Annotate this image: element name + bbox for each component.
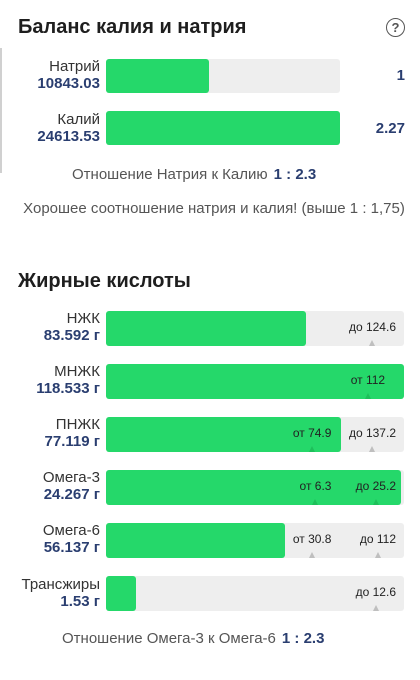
fatty-acid-value: 77.119 г: [44, 433, 100, 450]
sodium-potassium-ratio-label: Отношение Натрия к Калию: [72, 166, 268, 183]
threshold-tick: [372, 499, 379, 505]
threshold-label: до 25.2: [355, 479, 396, 493]
fatty-acid-label-block: НЖК 83.592 г: [0, 310, 100, 344]
threshold-tick: [364, 393, 371, 399]
threshold-label: от 112: [350, 373, 386, 387]
fatty-acid-bar-fill: [106, 470, 401, 505]
sodium-potassium-ratio: Отношение Натрия к Калию 1 : 2.3: [72, 166, 316, 183]
threshold-label: от 74.9: [292, 426, 332, 440]
threshold-label: до 124.6: [348, 320, 396, 334]
potassium-bar-fill: [106, 111, 340, 145]
fatty-acid-bar-track: от 30.8 до 112: [106, 523, 404, 558]
fatty-acid-label-block: Трансжиры 1.53 г: [0, 576, 101, 610]
sodium-bar-track: [106, 59, 340, 93]
sodium-label-block: Натрий 10843.03: [0, 58, 100, 92]
sodium-value: 10843.03: [37, 75, 100, 92]
potassium-value: 24613.53: [37, 128, 100, 145]
fatty-acid-bar-fill: [106, 364, 404, 399]
fatty-acid-value: 83.592 г: [43, 327, 100, 344]
fatty-acid-label-block: ПНЖК 77.119 г: [0, 416, 100, 450]
section-title-fatty-acids: Жирные кислоты: [18, 270, 191, 292]
threshold-label: до 12.6: [355, 585, 396, 599]
fatty-acid-bar-track: от 74.9 до 137.2: [106, 417, 404, 452]
fatty-acid-name: МНЖК: [54, 363, 100, 380]
fatty-acid-value: 56.137 г: [43, 539, 100, 556]
help-icon[interactable]: ?: [386, 18, 405, 37]
threshold-tick: [312, 499, 319, 505]
fatty-acid-bar-track: от 6.3 до 25.2: [106, 470, 404, 505]
fatty-acid-bar-track: до 124.6: [106, 311, 404, 346]
fatty-acid-value: 1.53 г: [60, 593, 100, 610]
fatty-acid-name: Трансжиры: [21, 576, 101, 593]
threshold-label: от 6.3: [299, 479, 332, 493]
omega-ratio: Отношение Омега-3 к Омега-6 1 : 2.3: [62, 630, 324, 647]
fatty-acid-bar-track: до 12.6: [106, 576, 404, 611]
threshold-tick: [369, 446, 376, 452]
threshold-tick: [309, 552, 316, 558]
fatty-acid-value: 118.533 г: [36, 380, 100, 397]
threshold-tick: [309, 446, 316, 452]
sodium-potassium-note: Хорошее соотношение натрия и калия! (выш…: [23, 200, 405, 217]
sodium-bar-fill: [106, 59, 209, 93]
fatty-acid-name: Омега-6: [42, 522, 100, 539]
sodium-ratio-number: 1: [396, 67, 405, 84]
threshold-label: от 30.8: [292, 532, 332, 546]
omega-ratio-label: Отношение Омега-3 к Омега-6: [62, 630, 276, 647]
threshold-tick: [374, 552, 381, 558]
potassium-ratio-number: 2.27: [375, 120, 405, 137]
fatty-acid-name: НЖК: [66, 310, 100, 327]
potassium-bar-track: [106, 111, 340, 145]
section-title-sodium-potassium: Баланс калия и натрия: [18, 16, 247, 38]
potassium-label: Калий: [57, 111, 100, 128]
fatty-acid-name: Омега-3: [42, 469, 100, 486]
sodium-potassium-ratio-value: 1 : 2.3: [273, 166, 317, 183]
fatty-acid-value: 24.267 г: [43, 486, 100, 503]
omega-ratio-value: 1 : 2.3: [281, 630, 325, 647]
threshold-tick: [369, 340, 376, 346]
potassium-label-block: Калий 24613.53: [0, 111, 100, 145]
sodium-label: Натрий: [49, 58, 100, 75]
threshold-label: до 112: [359, 532, 396, 546]
left-edge-divider: [0, 48, 2, 173]
fatty-acid-bar-track: от 112: [106, 364, 404, 399]
fatty-acid-label-block: Омега-6 56.137 г: [0, 522, 100, 556]
fatty-acid-bar-fill: [106, 576, 136, 611]
fatty-acid-label-block: Омега-3 24.267 г: [0, 469, 100, 503]
threshold-tick: [372, 605, 379, 611]
fatty-acid-bar-fill: [106, 523, 285, 558]
fatty-acid-bar-fill: [106, 311, 306, 346]
fatty-acid-label-block: МНЖК 118.533 г: [0, 363, 100, 397]
threshold-label: до 137.2: [348, 426, 396, 440]
fatty-acid-bar-fill: [106, 417, 341, 452]
fatty-acid-name: ПНЖК: [55, 416, 100, 433]
